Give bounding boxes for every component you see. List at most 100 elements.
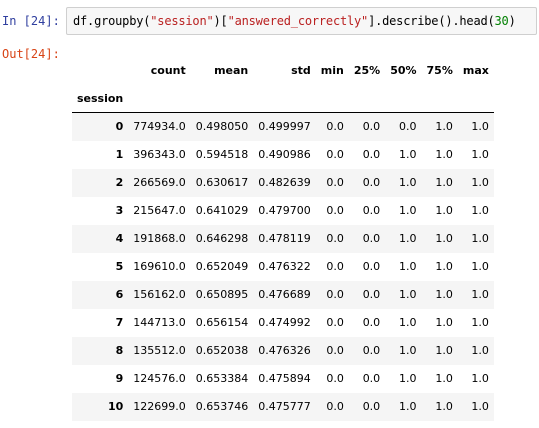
table-cell: 1.0 <box>435 148 453 161</box>
code-number: 30 <box>494 14 509 28</box>
table-row: 8 135512.0 0.652038 0.476326 0.0 0.0 1.0 1.0 1.0 <box>72 336 494 365</box>
table-row: 1 396343.0 0.594518 0.490986 0.0 0.0 1.0 1.0 1.0 <box>72 141 494 169</box>
table-cell: 191868.0 <box>133 232 186 245</box>
table-cell: 774934.0 <box>133 120 186 134</box>
table-cell: 122699.0 <box>133 400 186 413</box>
describe-output-table: count mean std min 25% 50% 75% max sessi… <box>72 56 494 421</box>
table-cell: 1.0 <box>435 400 453 413</box>
column-header: 50% <box>390 63 417 77</box>
table-cell: 1.0 <box>435 344 453 357</box>
table-cell: 1.0 <box>471 344 489 357</box>
table-cell: 0.653384 <box>195 372 249 385</box>
table-cell: 0.479700 <box>258 204 311 217</box>
table-cell: 0.656154 <box>195 316 249 329</box>
table-cell: 396343.0 <box>133 148 186 161</box>
table-cell: 1.0 <box>471 232 489 245</box>
table-cell: 0.0 <box>362 288 381 301</box>
table-cell: 0.476689 <box>258 288 311 301</box>
table-row: 2 266569.0 0.630617 0.482639 0.0 0.0 1.0 1.0 1.0 <box>72 168 494 197</box>
table-cell: 0.476326 <box>258 344 311 357</box>
row-index: 9 <box>115 372 124 385</box>
table-cell: 0.0 <box>362 316 381 329</box>
table-cell: 0.652049 <box>195 260 249 273</box>
table-cell: 0.0 <box>362 120 381 134</box>
table-cell: 0.475894 <box>258 372 311 385</box>
table-cell: 144713.0 <box>133 316 186 329</box>
table-cell: 0.475777 <box>258 400 311 413</box>
row-index: 10 <box>107 400 124 413</box>
table-cell: 0.0 <box>326 204 344 217</box>
row-index: 8 <box>115 344 124 357</box>
table-cell: 0.478119 <box>258 232 311 245</box>
table-cell: 1.0 <box>471 148 489 161</box>
table-cell: 0.490986 <box>258 148 311 161</box>
table-cell: 0.653746 <box>195 400 249 413</box>
table-cell: 1.0 <box>471 372 489 385</box>
row-index: 7 <box>115 316 124 329</box>
row-index: 3 <box>115 204 124 217</box>
table-cell: 1.0 <box>435 316 453 329</box>
table-cell: 0.0 <box>326 148 344 161</box>
table-cell: 0.0 <box>362 232 381 245</box>
table-cell: 1.0 <box>399 176 417 189</box>
code-text: ].describe().head( <box>368 14 495 28</box>
row-index: 2 <box>115 176 124 189</box>
table-cell: 0.652038 <box>195 344 249 357</box>
column-header: mean <box>214 63 249 77</box>
table-cell: 0.0 <box>399 120 417 134</box>
row-index: 1 <box>115 148 124 161</box>
table-cell: 1.0 <box>435 204 453 217</box>
table-cell: 1.0 <box>399 372 417 385</box>
table-cell: 169610.0 <box>133 260 186 273</box>
column-header: 75% <box>426 63 453 77</box>
table-cell: 0.0 <box>326 260 344 273</box>
row-index: 5 <box>115 260 124 273</box>
table-row: 6 156162.0 0.650895 0.476689 0.0 0.0 1.0 1.0 1.0 <box>72 280 494 309</box>
table-cell: 0.0 <box>326 120 344 134</box>
row-index: 0 <box>115 120 124 134</box>
table-cell: 1.0 <box>435 372 453 385</box>
table-cell: 1.0 <box>399 232 417 245</box>
table-cell: 1.0 <box>399 204 417 217</box>
table-cell: 1.0 <box>399 316 417 329</box>
table-cell: 1.0 <box>435 232 453 245</box>
table-cell: 0.0 <box>362 400 381 413</box>
table-cell: 0.0 <box>362 176 381 189</box>
table-cell: 1.0 <box>471 260 489 273</box>
column-header: count <box>150 63 186 77</box>
table-cell: 0.0 <box>326 288 344 301</box>
table-cell: 0.650895 <box>195 288 249 301</box>
table-cell: 1.0 <box>471 316 489 329</box>
table-row: 5 169610.0 0.652049 0.476322 0.0 0.0 1.0 1.0 1.0 <box>72 253 494 281</box>
column-header: std <box>291 63 311 77</box>
table-cell: 0.0 <box>362 344 381 357</box>
table-cell: 1.0 <box>399 288 417 301</box>
table-cell: 0.646298 <box>195 232 249 245</box>
table-cell: 0.0 <box>362 204 381 217</box>
table-cell: 0.0 <box>326 176 344 189</box>
table-cell: 156162.0 <box>133 288 186 301</box>
index-name-row: session <box>72 84 494 113</box>
row-index: 6 <box>115 288 124 301</box>
table-cell: 1.0 <box>435 260 453 273</box>
table-row: 3 215647.0 0.641029 0.479700 0.0 0.0 1.0 1.0 1.0 <box>72 197 494 225</box>
table-cell: 0.498050 <box>195 120 249 134</box>
table-cell: 1.0 <box>471 400 489 413</box>
code-cell-input[interactable]: df.groupby("session")["answered_correctl… <box>66 7 537 35</box>
table-cell: 1.0 <box>399 400 417 413</box>
input-prompt: In [24]: <box>2 14 60 28</box>
table-cell: 0.0 <box>362 372 381 385</box>
table-row: 9 124576.0 0.653384 0.475894 0.0 0.0 1.0 1.0 1.0 <box>72 365 494 393</box>
table-cell: 0.499997 <box>258 120 311 134</box>
table-row: 4 191868.0 0.646298 0.478119 0.0 0.0 1.0 1.0 1.0 <box>72 224 494 253</box>
table-cell: 1.0 <box>435 176 453 189</box>
table-row: 0 774934.0 0.498050 0.499997 0.0 0.0 0.0 1.0 1.0 <box>72 112 494 141</box>
table-cell: 1.0 <box>471 176 489 189</box>
column-header: max <box>462 63 489 77</box>
table-cell: 0.474992 <box>258 316 311 329</box>
corner-cell <box>72 56 128 84</box>
table-cell: 0.482639 <box>258 176 311 189</box>
code-text: ) <box>508 14 516 28</box>
table-cell: 0.641029 <box>195 204 249 217</box>
table-row: 10 122699.0 0.653746 0.475777 0.0 0.0 1.0 1.0 1.… <box>72 392 494 421</box>
